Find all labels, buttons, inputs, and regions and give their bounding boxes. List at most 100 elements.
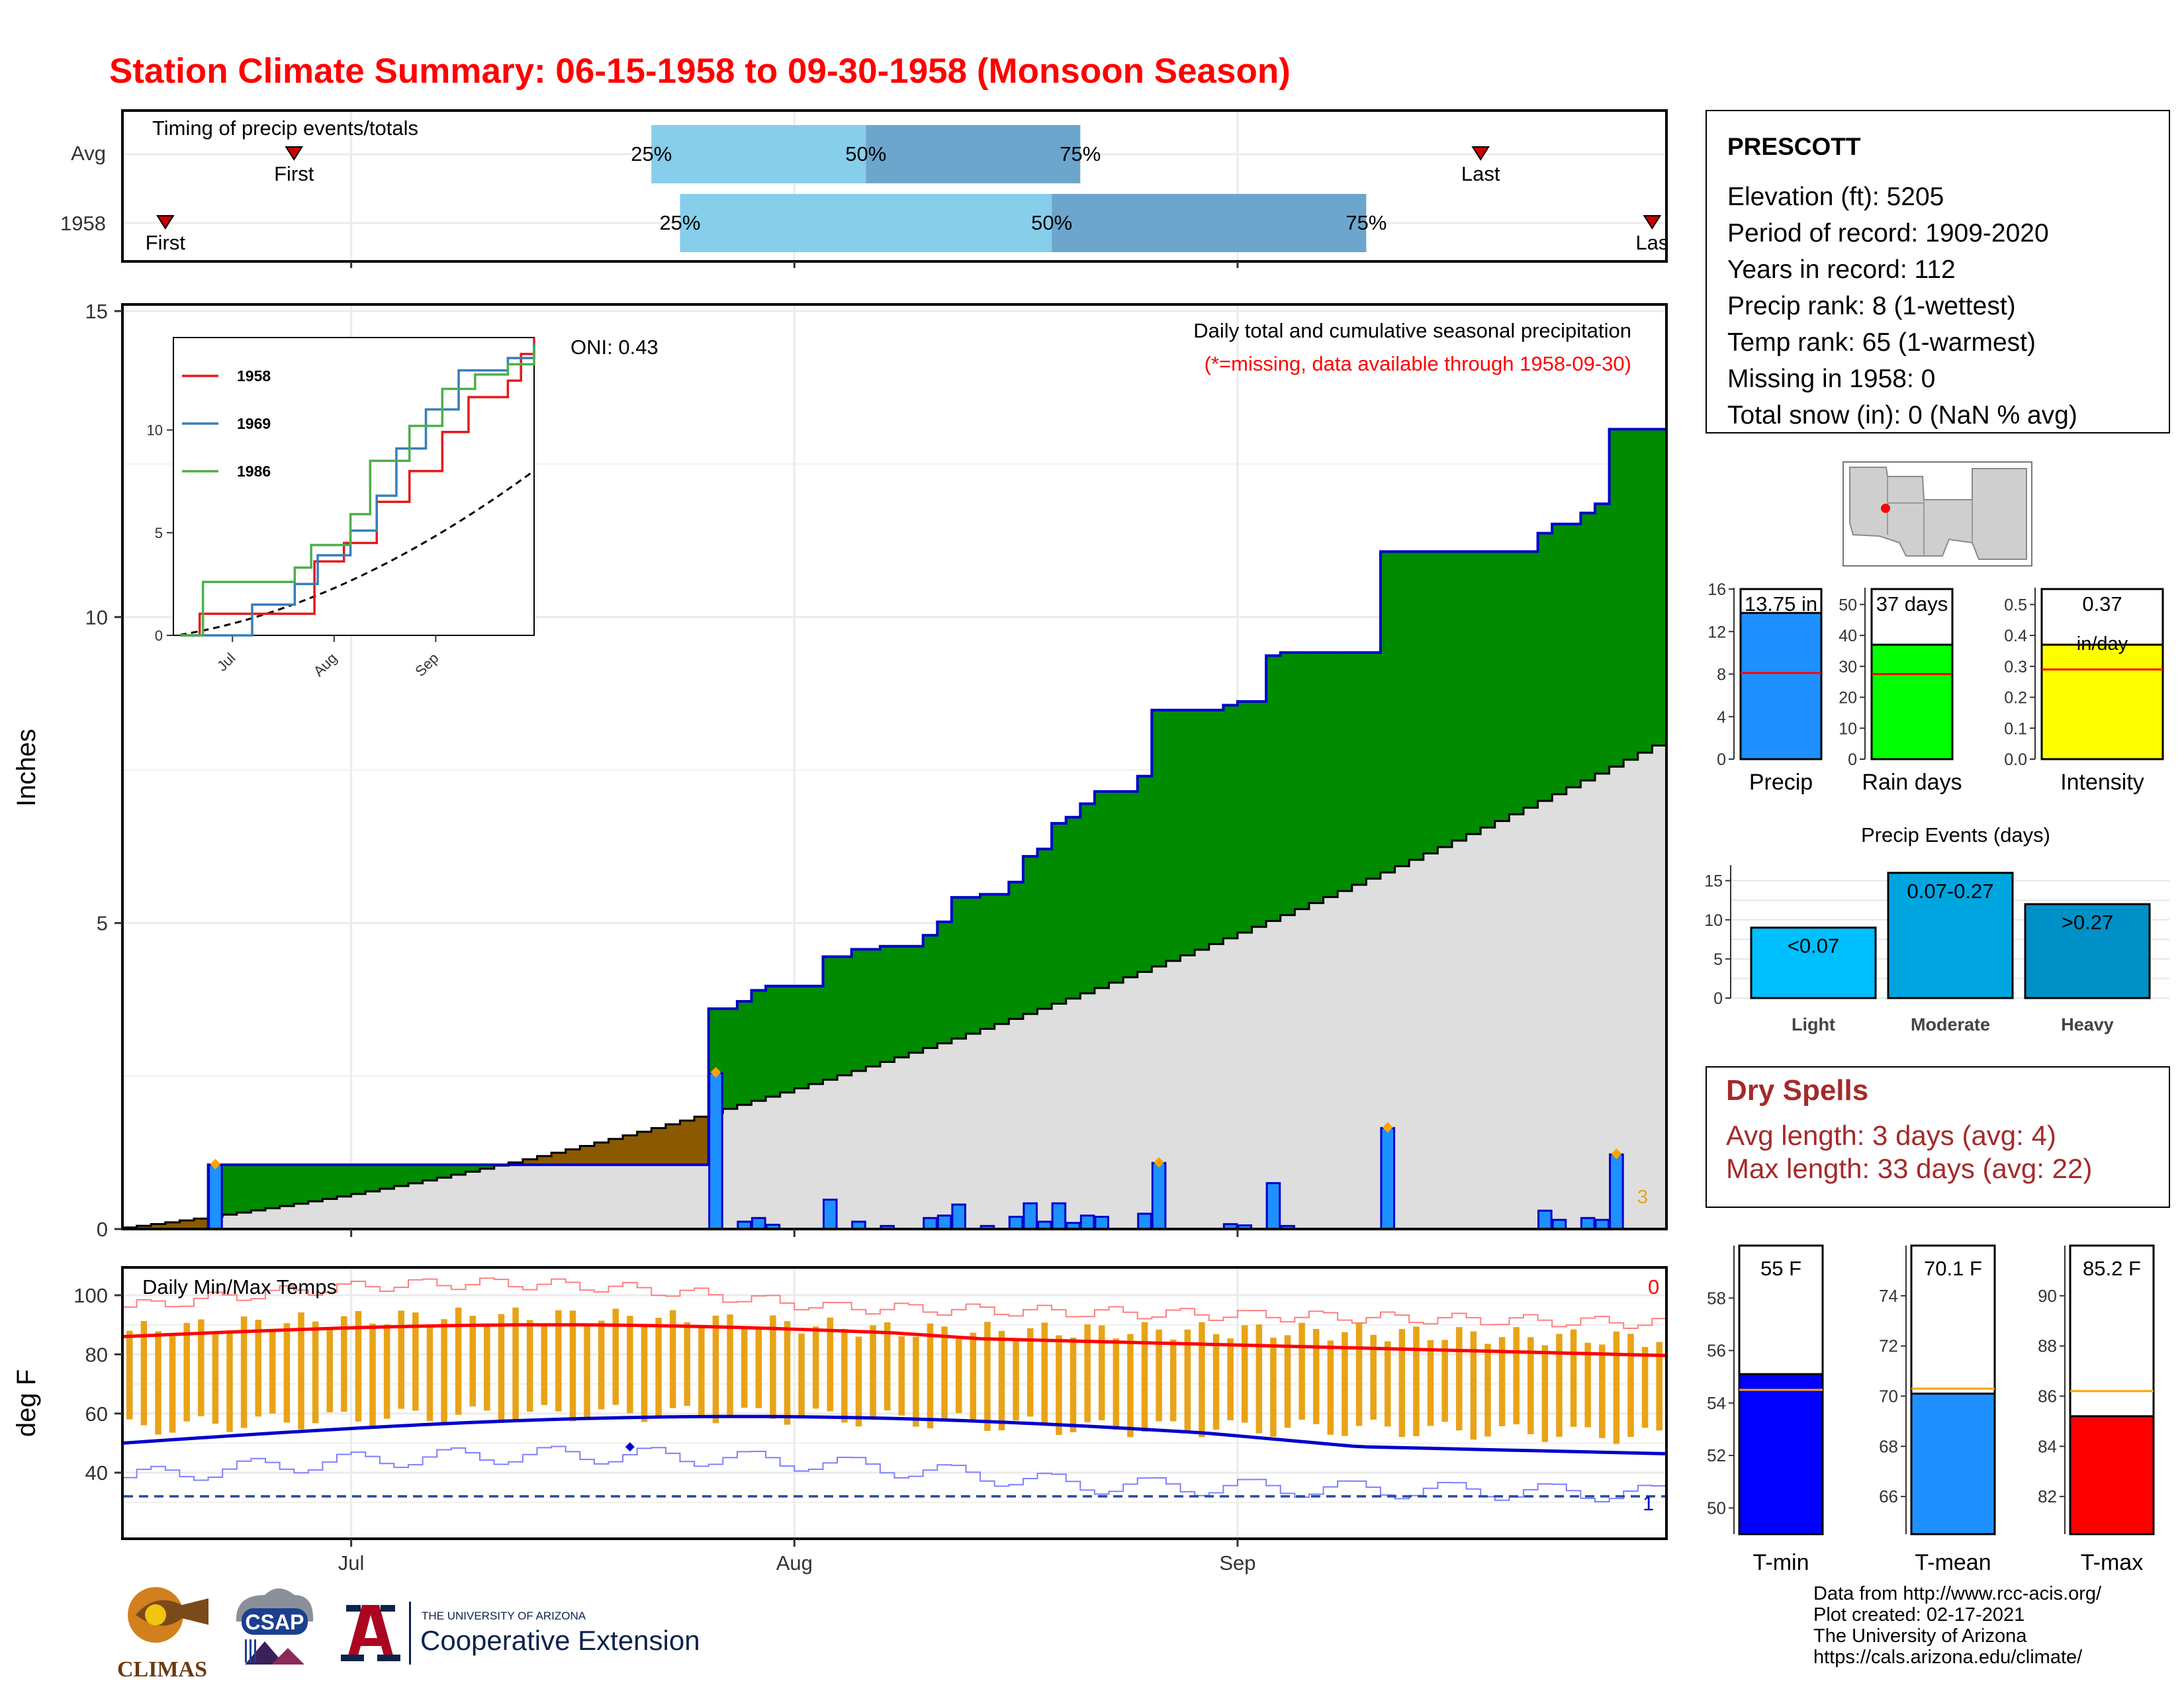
above-average-fill — [1351, 652, 1367, 885]
precip-note-missing: (*=missing, data available through 1958-… — [1205, 352, 1631, 375]
above-average-fill — [1237, 701, 1253, 933]
daily-temp-bar — [441, 1319, 447, 1424]
temp-summary-bar — [1910, 1393, 1996, 1535]
dry-spells-box: Dry Spells Avg length: 3 days (avg: 4) M… — [1706, 1066, 2170, 1208]
below-average-fill — [608, 1138, 623, 1165]
daily-precip-bar — [1594, 1218, 1610, 1230]
first-event-marker — [285, 146, 304, 161]
daily-temp-bar — [698, 1328, 705, 1416]
events-chart: Precip Events (days) 0 5 10 15 <0.07 Light 0.0… — [1704, 823, 2169, 1034]
above-average-fill — [894, 946, 909, 1058]
daily-temp-bar — [312, 1321, 319, 1424]
above-average-fill — [251, 1164, 266, 1211]
summary-bar-label: 0.37 — [2082, 592, 2122, 616]
above-average-fill — [236, 1164, 252, 1213]
summary-bar — [1739, 612, 1823, 760]
above-average-fill — [1009, 882, 1024, 1019]
daily-temp-bar — [1113, 1338, 1120, 1430]
above-average-fill — [394, 1164, 409, 1187]
temp-ytick-label: 40 — [85, 1461, 108, 1485]
above-average-fill — [351, 1164, 366, 1194]
above-average-fill — [1394, 551, 1410, 866]
summary-ytick-label: 0.3 — [2004, 658, 2027, 676]
daily-temp-bar — [1056, 1335, 1062, 1436]
daily-temp-bar — [369, 1323, 376, 1427]
above-average-fill — [465, 1164, 480, 1172]
temp-xtick-label: Jul — [338, 1551, 365, 1575]
station-info-line: Total snow (in): 0 (NaN % avg) — [1727, 401, 2077, 430]
temp-summary-ytick-label: 90 — [2038, 1286, 2057, 1306]
above-average-fill — [1195, 709, 1210, 950]
below-average-fill — [165, 1222, 181, 1229]
first-event-label: First — [274, 162, 314, 185]
station-info-line: Period of record: 1909-2020 — [1727, 219, 2049, 248]
daily-precip-bar — [1551, 1218, 1567, 1230]
record-min-line — [122, 1445, 1666, 1503]
above-average-fill — [1494, 551, 1510, 821]
record-max-line — [122, 1277, 1666, 1330]
daily-temp-bar — [1556, 1334, 1563, 1437]
daily-precip-bar — [822, 1199, 838, 1230]
daily-temp-bar — [1513, 1327, 1520, 1425]
inset-series-line — [180, 345, 535, 637]
daily-temp-bar — [1284, 1335, 1291, 1428]
above-average-fill — [1366, 652, 1381, 879]
inset-ytick-label: 5 — [155, 525, 163, 541]
daily-temp-bar — [212, 1332, 219, 1424]
above-average-fill — [1066, 817, 1081, 999]
summary-ytick-label: 10 — [1839, 719, 1857, 738]
daily-temp-bar — [1470, 1331, 1477, 1440]
station-info-line: Elevation (ft): 5205 — [1727, 183, 1944, 211]
cumulative-average-area — [122, 745, 1666, 1229]
daily-temp-bar — [1041, 1322, 1048, 1426]
inset-ytick-label: 10 — [147, 422, 163, 439]
precip-ylabel: Inches — [12, 729, 41, 807]
daily-temp-bar — [884, 1322, 891, 1411]
daily-precip-bar — [1137, 1212, 1152, 1230]
daily-temp-bar — [1370, 1334, 1377, 1420]
dry-spells-title: Dry Spells — [1726, 1074, 1868, 1107]
temp-summary-ytick-label: 86 — [2038, 1386, 2057, 1406]
csap-logo-text: CSAP — [246, 1610, 304, 1634]
daily-temp-bar — [870, 1325, 876, 1418]
above-average-fill — [1594, 504, 1610, 774]
summary-ytick-label: 0.2 — [2004, 689, 2027, 708]
above-average-fill — [1451, 551, 1467, 841]
credit-line: https://cals.arizona.edu/climate/ — [1813, 1647, 2083, 1668]
timing-label: Timing of precip events/totals — [152, 116, 418, 140]
below-average-fill — [623, 1135, 638, 1165]
above-average-fill — [1552, 524, 1567, 794]
above-average-fill — [1380, 551, 1396, 873]
daily-temp-bar — [898, 1336, 905, 1416]
above-average-fill — [1437, 551, 1453, 847]
daily-temp-bar — [941, 1326, 948, 1419]
daily-temp-bar — [1156, 1329, 1162, 1422]
timing-quartile-label: 75% — [1060, 142, 1101, 165]
daily-temp-bar — [1613, 1331, 1620, 1444]
daily-temp-bar — [1398, 1329, 1406, 1438]
daily-temp-bar — [784, 1321, 791, 1425]
timing-row-year-label: 1958 — [60, 212, 106, 235]
events-category-label: Heavy — [2061, 1015, 2114, 1034]
last-event-marker — [1643, 215, 1662, 230]
temp-summary-ytick-label: 58 — [1707, 1288, 1726, 1308]
daily-temp-bar — [927, 1323, 934, 1429]
temp-xtick-label: Aug — [776, 1551, 813, 1575]
above-average-fill — [422, 1164, 437, 1181]
above-average-fill — [723, 1009, 738, 1109]
above-average-fill — [1509, 551, 1524, 815]
daily-temp-bar — [1342, 1332, 1348, 1436]
cumulative-average-line — [122, 745, 1666, 1229]
below-average-fill — [136, 1226, 152, 1229]
above-average-fill — [1208, 709, 1224, 944]
heavy-event-marker — [1611, 1148, 1622, 1160]
station-info-line: Precip rank: 8 (1-wettest) — [1727, 292, 2016, 320]
temp-summary-label: 85.2 F — [2083, 1257, 2141, 1280]
inset-legend-label: 1969 — [237, 415, 271, 432]
heavy-event-marker — [1382, 1122, 1393, 1133]
daily-temp-bar — [684, 1322, 691, 1406]
timing-quartile-bar — [866, 125, 1081, 183]
locator-map — [1843, 461, 2032, 567]
events-bar-label: 0.07-0.27 — [1907, 880, 1994, 903]
credit-line: Data from http://www.rcc-acis.org/ — [1813, 1583, 2102, 1604]
